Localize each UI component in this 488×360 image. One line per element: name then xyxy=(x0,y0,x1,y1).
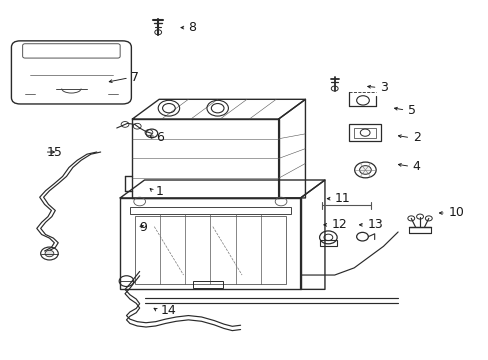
Bar xyxy=(132,119,278,198)
Bar xyxy=(348,124,380,141)
Circle shape xyxy=(45,250,54,257)
Text: 12: 12 xyxy=(330,218,346,231)
Bar xyxy=(353,128,375,138)
Bar xyxy=(130,207,290,214)
Bar xyxy=(193,281,222,288)
Text: 4: 4 xyxy=(412,160,420,173)
Text: 9: 9 xyxy=(140,221,147,234)
Text: 11: 11 xyxy=(334,192,350,205)
Circle shape xyxy=(359,166,370,174)
Text: 1: 1 xyxy=(156,185,163,198)
Text: 5: 5 xyxy=(407,104,415,117)
Text: 3: 3 xyxy=(379,81,387,94)
Text: 10: 10 xyxy=(447,207,463,220)
Text: 7: 7 xyxy=(131,71,139,84)
Text: 6: 6 xyxy=(156,131,163,144)
Text: 2: 2 xyxy=(412,131,420,144)
Text: 8: 8 xyxy=(188,21,196,34)
Bar xyxy=(408,227,430,233)
Bar xyxy=(319,240,336,246)
Bar xyxy=(135,216,285,284)
Text: 13: 13 xyxy=(366,218,382,231)
Text: 15: 15 xyxy=(47,145,63,158)
Bar xyxy=(120,198,300,289)
Text: 14: 14 xyxy=(160,305,176,318)
